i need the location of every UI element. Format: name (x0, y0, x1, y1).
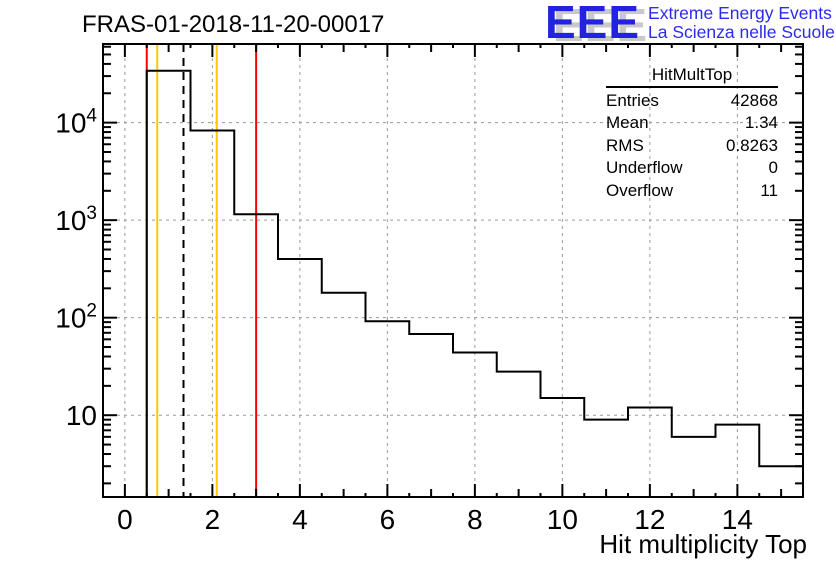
x-tick-label: 4 (292, 504, 308, 535)
x-tick-label: 14 (722, 504, 753, 535)
stats-value: 42868 (730, 91, 778, 110)
x-tick-label: 10 (547, 504, 578, 535)
stats-value: 0.8263 (726, 135, 778, 155)
x-tick-label: 2 (205, 504, 221, 535)
stats-label: RMS (606, 135, 644, 155)
eee-logo-acronym: EEE (545, 0, 641, 48)
x-tick-label: 6 (380, 504, 396, 535)
y-tick-label: 102 (55, 301, 97, 334)
stats-row-mean: Mean 1.34 (606, 112, 778, 134)
stats-row-rms: RMS 0.8263 (606, 135, 778, 157)
stats-row-entries: Entries 42868 (606, 90, 778, 112)
x-tick-label: 8 (467, 504, 483, 535)
stats-divider (606, 86, 778, 88)
page-title: FRAS-01-2018-11-20-00017 (82, 11, 385, 38)
logo-tagline-1: Extreme Energy Events (648, 3, 832, 23)
stats-label: Underflow (606, 158, 683, 178)
x-tick-label: 12 (634, 504, 665, 535)
stats-label: Entries (606, 91, 659, 110)
stats-box: HitMultTop Entries 42868 Mean 1.34 RMS 0… (606, 64, 778, 202)
stats-value: 0 (768, 158, 778, 178)
stats-row-underflow: Underflow 0 (606, 157, 778, 179)
histogram-step-line (145, 69, 803, 497)
x-axis-title: Hit multiplicity Top (599, 529, 807, 559)
y-tick-label: 104 (55, 106, 97, 139)
stats-title: HitMultTop (651, 65, 733, 84)
stats-row-overflow: Overflow 11 (606, 180, 778, 202)
y-tick-label: 103 (55, 203, 97, 236)
y-tick-label: 10 (66, 400, 97, 431)
stats-label: Mean (606, 113, 649, 133)
logo-tagline-2: La Scienza nelle Scuole (648, 21, 835, 42)
stats-label: Overflow (606, 180, 674, 200)
stats-value: 11 (760, 180, 778, 200)
stats-value: 1.34 (744, 113, 778, 133)
x-tick-label: 0 (117, 504, 133, 535)
eee-logo: EEE Extreme Energy Events La Scienza nel… (545, 0, 835, 48)
eee-logo-taglines: Extreme Energy Events La Scienza nelle S… (648, 4, 835, 41)
